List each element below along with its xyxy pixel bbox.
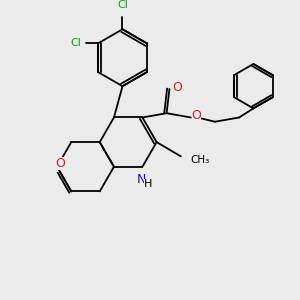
Text: O: O bbox=[172, 81, 182, 94]
Text: H: H bbox=[144, 179, 152, 189]
Text: Cl: Cl bbox=[70, 38, 82, 47]
Text: Cl: Cl bbox=[117, 0, 128, 10]
Text: O: O bbox=[191, 109, 201, 122]
Text: CH₃: CH₃ bbox=[190, 155, 210, 165]
Text: N: N bbox=[137, 172, 146, 186]
Text: O: O bbox=[55, 157, 65, 170]
